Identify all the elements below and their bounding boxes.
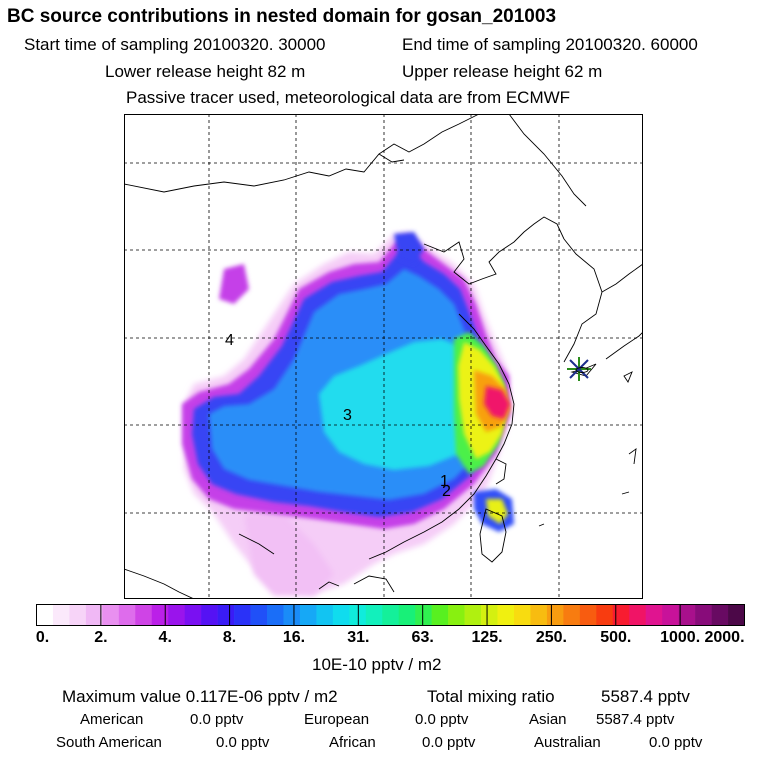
- colorbar-cell: [563, 604, 581, 626]
- site-label-3: 3: [343, 407, 352, 424]
- colorbar-cell: [431, 604, 449, 626]
- colorbar-cell: [85, 604, 103, 626]
- colorbar-tick-label: 500.: [600, 629, 632, 646]
- plume-cyan: [319, 339, 489, 470]
- colorbar-cell: [481, 604, 498, 626]
- colorbar-cell: [267, 604, 284, 626]
- colorbar-cell: [629, 604, 647, 626]
- plume-fringe-southwest: [244, 514, 334, 596]
- colorbar-cell: [102, 604, 120, 626]
- site-label-1: 1: [440, 473, 449, 490]
- site-label-4: 4: [225, 332, 234, 349]
- colorbar-cell: [513, 604, 531, 626]
- colorbar-cell: [135, 604, 153, 626]
- colorbar-cell: [234, 604, 251, 626]
- site-label-2: 2: [442, 483, 451, 500]
- colorbar-cell: [283, 604, 301, 626]
- plume-north-patch: [219, 264, 249, 304]
- colorbar-cell: [365, 604, 383, 626]
- colorbar-cell: [530, 604, 548, 626]
- asian-label: Asian: [529, 711, 567, 728]
- plot-title: BC source contributions in nested domain…: [7, 6, 557, 27]
- colorbar-cell: [728, 604, 745, 626]
- colorbar-cell: [332, 604, 350, 626]
- colorbar-tick-label: 2.: [94, 629, 108, 646]
- african-label: African: [329, 734, 376, 751]
- colorbar-tick-label: 31.: [347, 629, 370, 646]
- asian-value: 5587.4 pptv: [596, 711, 675, 728]
- colorbar-cell: [52, 604, 70, 626]
- map-frame: [124, 114, 643, 599]
- colorbar-tick-label: 4.: [158, 629, 172, 646]
- colorbar-tick-label: 2000.: [704, 629, 745, 646]
- colorbar-cell: [250, 604, 268, 626]
- colorbar-cell: [168, 604, 185, 626]
- colorbar-cell: [645, 604, 663, 626]
- colorbar-cell: [464, 604, 482, 626]
- colorbar: [36, 604, 745, 626]
- colorbar-cell: [448, 604, 465, 626]
- colorbar-cell: [217, 604, 235, 626]
- tracer-note-text: Passive tracer used, meteorological data…: [126, 88, 571, 107]
- australian-label: Australian: [534, 734, 601, 751]
- colorbar-cell: [36, 604, 54, 626]
- african-value: 0.0 pptv: [422, 734, 476, 751]
- colorbar-tick-label: 63.: [411, 629, 434, 646]
- colorbar-cell: [118, 604, 136, 626]
- colorbar-cell: [299, 604, 317, 626]
- colorbar-cell: [184, 604, 202, 626]
- colorbar-unit-label: 10E-10 pptv / m2: [312, 655, 442, 674]
- european-value: 0.0 pptv: [415, 711, 469, 728]
- colorbar-cell: [662, 604, 679, 626]
- colorbar-tick-label: 8.: [222, 629, 237, 646]
- colorbar-frame: [36, 604, 745, 626]
- source-contribution-map: 4 3 1 2: [124, 114, 643, 599]
- south-american-label: South American: [56, 734, 162, 751]
- receptor-star-marker: [567, 357, 591, 381]
- european-label: European: [304, 711, 370, 728]
- end-time-text: End time of sampling 20100320. 60000: [402, 35, 698, 54]
- colorbar-cell: [579, 604, 597, 626]
- total-mixing-label: Total mixing ratio: [427, 687, 555, 706]
- colorbar-tick-label: 16.: [282, 629, 306, 646]
- start-time-text: Start time of sampling 20100320. 30000: [24, 35, 326, 54]
- australian-value: 0.0 pptv: [649, 734, 703, 751]
- american-label: American: [80, 711, 144, 728]
- colorbar-cell: [415, 604, 432, 626]
- colorbar-cell: [151, 604, 169, 626]
- lower-release-text: Lower release height 82 m: [105, 62, 306, 81]
- colorbar-cell: [69, 604, 87, 626]
- total-mixing-value: 5587.4 pptv: [601, 687, 690, 706]
- max-value-text: Maximum value 0.117E-06 pptv / m2: [62, 687, 338, 706]
- colorbar-cell: [596, 604, 614, 626]
- colorbar-cell: [678, 604, 696, 626]
- colorbar-cell: [711, 604, 729, 626]
- upper-release-text: Upper release height 62 m: [402, 62, 603, 81]
- colorbar-cell: [546, 604, 564, 626]
- colorbar-cell: [497, 604, 515, 626]
- colorbar-cell: [695, 604, 712, 626]
- colorbar-tick-label: 125.: [471, 629, 503, 646]
- colorbar-tick-label: 1000.: [660, 629, 701, 646]
- colorbar-cell: [398, 604, 416, 626]
- colorbar-cell: [349, 604, 367, 626]
- plume-hotspot: [484, 386, 510, 419]
- plume-far-north: [394, 232, 424, 264]
- plume-layer: [182, 232, 514, 596]
- colorbar-tick-label: 250.: [535, 629, 567, 646]
- colorbar-cell: [316, 604, 334, 626]
- american-value: 0.0 pptv: [190, 711, 244, 728]
- lat-lon-grid: [124, 114, 642, 598]
- south-american-value: 0.0 pptv: [216, 734, 270, 751]
- colorbar-cell: [382, 604, 400, 626]
- colorbar-tick-label: 0.: [35, 629, 50, 646]
- colorbar-cell: [612, 604, 630, 626]
- colorbar-cell: [201, 604, 218, 626]
